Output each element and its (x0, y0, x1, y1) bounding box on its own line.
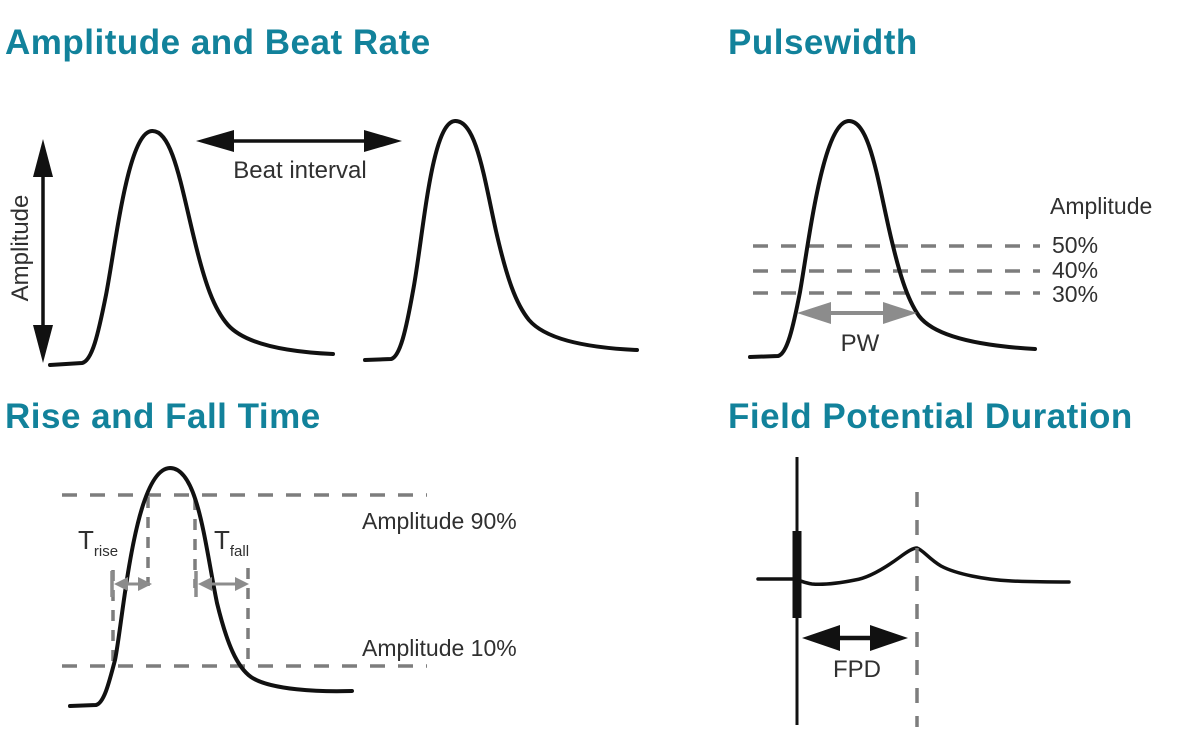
level-label-50: 50% (1052, 232, 1098, 258)
t-rise-arrow-icon (110, 571, 152, 597)
pw-arrow-head-right (883, 302, 917, 324)
beat-interval-arrow-head-left (196, 130, 234, 152)
beat-interval-arrow-head-right (364, 130, 402, 152)
level-label-30: 30% (1052, 281, 1098, 307)
t-rise-arrow-head-right (138, 577, 152, 591)
t-rise-subscript: rise (94, 543, 118, 560)
t-fall-arrow-head-left (198, 577, 212, 591)
pw-label: PW (841, 330, 880, 357)
fpd-arrow-head-left (802, 625, 840, 651)
amplitude-arrow-head-up (33, 139, 53, 177)
t-rise-arrow-head-left (114, 577, 128, 591)
panel-title-pulsewidth: Pulsewidth (728, 23, 918, 62)
pw-arrow-head-left (797, 302, 831, 324)
panel-title-rise-fall-time: Rise and Fall Time (5, 397, 321, 436)
beat-interval-label: Beat interval (233, 157, 366, 184)
amplitude-axis-label: Amplitude (7, 195, 34, 302)
panel-title-field-potential-duration: Field Potential Duration (728, 397, 1133, 436)
panel-pulsewidth: Pulsewidth PW Amplitude 50% 40% 30% (728, 23, 1152, 359)
t-fall-base: T (214, 525, 230, 555)
rise-fall-waveform (68, 466, 354, 708)
fpd-arrow-icon (802, 625, 908, 651)
t-rise-base: T (78, 525, 94, 555)
t-fall-arrow-head-right (235, 577, 249, 591)
beat-waveform-1 (48, 128, 335, 367)
panel-title-amplitude-beat-rate: Amplitude and Beat Rate (5, 23, 431, 62)
amplitude-90-label: Amplitude 90% (362, 508, 517, 534)
pulse-waveform (748, 119, 1037, 359)
fpd-arrow-head-right (870, 625, 908, 651)
pulsewidth-amplitude-label: Amplitude (1050, 193, 1152, 219)
t-rise-label: Trise (78, 525, 118, 560)
panel-amplitude-beat-rate: Amplitude and Beat Rate Amplitude Beat i… (5, 23, 639, 367)
t-fall-arrow-icon (194, 571, 249, 597)
amplitude-arrow-icon (33, 139, 53, 363)
level-label-40: 40% (1052, 257, 1098, 283)
t-fall-label: Tfall (214, 525, 249, 560)
panel-field-potential-duration: Field Potential Duration FPD (728, 397, 1133, 727)
beat-waveform-2 (363, 118, 639, 362)
fpd-label: FPD (833, 656, 881, 683)
t-fall-subscript: fall (230, 543, 249, 560)
panel-rise-fall-time: Rise and Fall Time Trise Tfall Amplitude… (5, 397, 517, 708)
amplitude-arrow-head-down (33, 325, 53, 363)
field-potential-trace (756, 546, 1071, 586)
amplitude-10-label: Amplitude 10% (362, 635, 517, 661)
beat-interval-arrow-icon (196, 130, 402, 152)
pw-arrow-icon (797, 302, 917, 324)
